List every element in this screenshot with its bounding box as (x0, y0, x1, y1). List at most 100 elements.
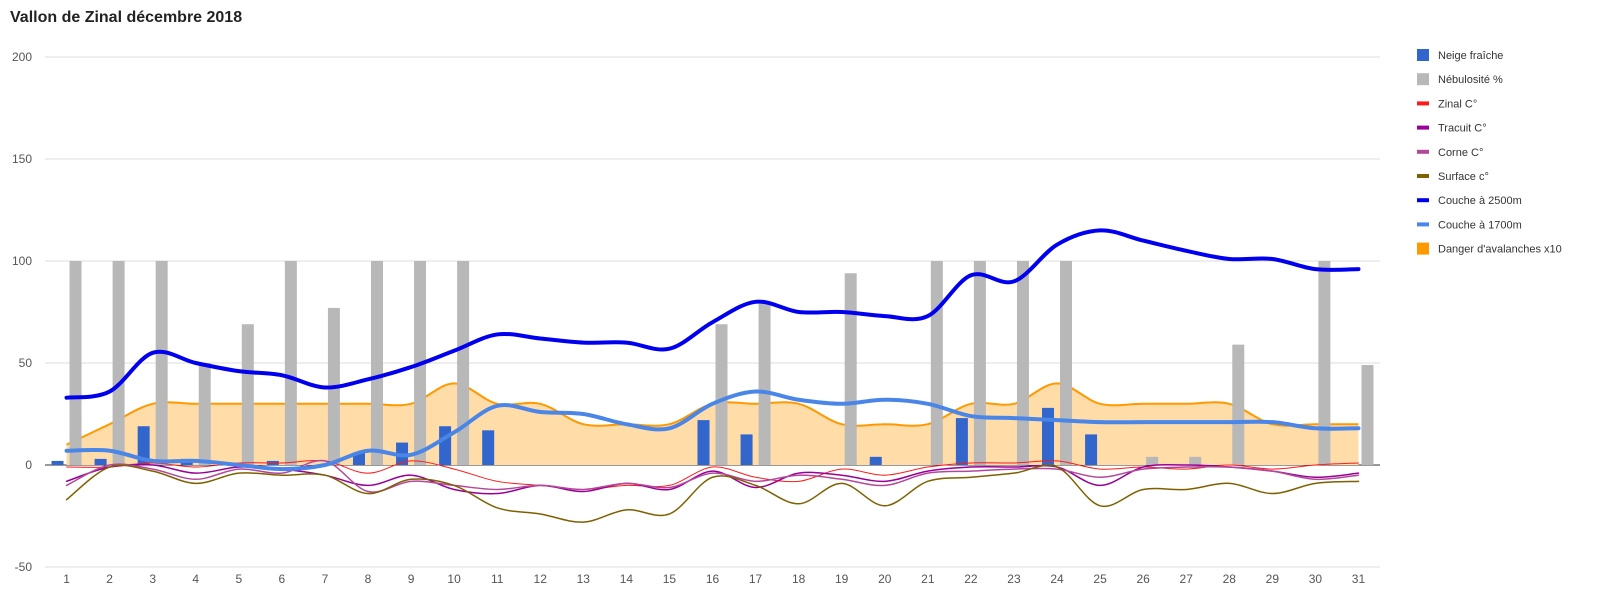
nebulosite-bar (1232, 344, 1245, 465)
bar-series-layer (51, 261, 1374, 465)
x-tick-label: 7 (322, 572, 329, 586)
legend-swatch (1417, 242, 1429, 255)
x-tick-label: 10 (447, 572, 461, 586)
nebulosite-bar (758, 303, 771, 465)
nebulosite-bar (1189, 456, 1202, 465)
nebulosite-bar (457, 261, 470, 465)
x-tick-label: 25 (1093, 572, 1107, 586)
x-tick-label: 27 (1180, 572, 1194, 586)
y-tick-label: 0 (25, 458, 32, 472)
neige-fraiche-bar (51, 460, 64, 465)
legend: Neige fraîche Nébulosité % Zinal C° Tracuit… (1417, 49, 1562, 256)
x-tick-label: 12 (534, 572, 548, 586)
legend-swatch (1417, 222, 1429, 227)
x-tick-label: 8 (365, 572, 372, 586)
x-tick-label: 15 (663, 572, 677, 586)
legend-swatch (1417, 101, 1429, 106)
nebulosite-bar (1146, 456, 1159, 465)
nebulosite-bar (284, 261, 297, 465)
nebulosite-bar (973, 261, 986, 465)
legend-swatch (1417, 73, 1429, 86)
neige-fraiche-bar (482, 430, 495, 465)
gridlines (45, 56, 1380, 568)
x-tick-label: 24 (1050, 572, 1064, 586)
x-tick-label: 2 (106, 572, 113, 586)
neige-fraiche-bar (697, 420, 710, 465)
nebulosite-bar (198, 363, 211, 465)
neige-fraiche-bar (740, 434, 753, 465)
x-tick-label: 28 (1223, 572, 1237, 586)
y-tick-label: 50 (19, 356, 33, 370)
x-tick-label: 9 (408, 572, 415, 586)
legend-label: Corne C° (1438, 147, 1483, 159)
x-tick-label: 29 (1266, 572, 1280, 586)
legend-label: Couche à 1700m (1438, 219, 1522, 231)
series-line-3 (65, 464, 1360, 523)
neige-fraiche-bar (1085, 434, 1098, 465)
neige-fraiche-bar (137, 426, 150, 465)
x-tick-label: 13 (577, 572, 591, 586)
nebulosite-bar (844, 273, 857, 465)
x-tick-label: 31 (1352, 572, 1366, 586)
legend-label: Couche à 2500m (1438, 195, 1522, 207)
nebulosite-bar (241, 324, 254, 465)
legend-label: Zinal C° (1438, 98, 1477, 110)
nebulosite-bar (930, 261, 943, 465)
y-tick-label: 150 (12, 152, 32, 166)
y-tick-label: 200 (12, 50, 32, 64)
legend-label: Nébulosité % (1438, 74, 1503, 86)
nebulosite-bar (370, 261, 383, 465)
nebulosite-bar (155, 261, 168, 465)
x-tick-label: 14 (620, 572, 634, 586)
y-tick-label: 100 (12, 254, 32, 268)
nebulosite-bar (1318, 261, 1331, 465)
avalanche-danger-area-fill (66, 383, 1359, 465)
x-tick-label: 5 (235, 572, 242, 586)
legend-swatch (1417, 125, 1429, 130)
x-tick-label: 23 (1007, 572, 1021, 586)
legend-swatch (1417, 174, 1429, 178)
series-line-4 (64, 228, 1361, 400)
nebulosite-bar (1361, 365, 1374, 465)
x-tick-label: 20 (878, 572, 892, 586)
legend-label: Tracuit C° (1438, 123, 1487, 135)
nebulosite-bar (1016, 261, 1029, 465)
neige-fraiche-bar (94, 458, 107, 465)
x-tick-label: 4 (192, 572, 199, 586)
nebulosite-bar (1060, 261, 1073, 465)
line-series-layer (64, 228, 1361, 523)
x-tick-label: 16 (706, 572, 720, 586)
legend-swatch (1417, 198, 1429, 203)
series-line-2 (65, 459, 1360, 493)
x-tick-label: 11 (491, 572, 504, 586)
legend-swatch (1417, 149, 1429, 154)
series-line-5 (64, 389, 1361, 472)
legend-label: Neige fraîche (1438, 50, 1503, 62)
x-tick-label: 6 (279, 572, 286, 586)
neige-fraiche-bar (439, 426, 452, 465)
nebulosite-bar (69, 261, 82, 465)
x-tick-label: 30 (1309, 572, 1323, 586)
legend-label: Danger d'avalanches x10 (1438, 244, 1562, 256)
area-series-layer (66, 382, 1359, 465)
x-tick-label: 19 (835, 572, 849, 586)
x-tick-label: 1 (63, 572, 70, 586)
x-tick-label: 17 (749, 572, 763, 586)
neige-fraiche-bar (869, 456, 882, 465)
x-tick-label: 3 (149, 572, 156, 586)
x-tick-label: 22 (964, 572, 978, 586)
nebulosite-bar (112, 261, 125, 465)
y-tick-label: -50 (15, 560, 33, 574)
x-tick-label: 18 (792, 572, 806, 586)
nebulosite-bar (715, 324, 728, 465)
neige-fraiche-bar (1042, 407, 1055, 465)
chart-title: Vallon de Zinal décembre 2018 (10, 9, 243, 26)
legend-swatch (1417, 49, 1429, 61)
x-tick-label: 26 (1136, 572, 1150, 586)
x-tick-label: 21 (921, 572, 935, 586)
legend-label: Surface c° (1438, 171, 1489, 183)
neige-fraiche-bar (955, 418, 968, 465)
